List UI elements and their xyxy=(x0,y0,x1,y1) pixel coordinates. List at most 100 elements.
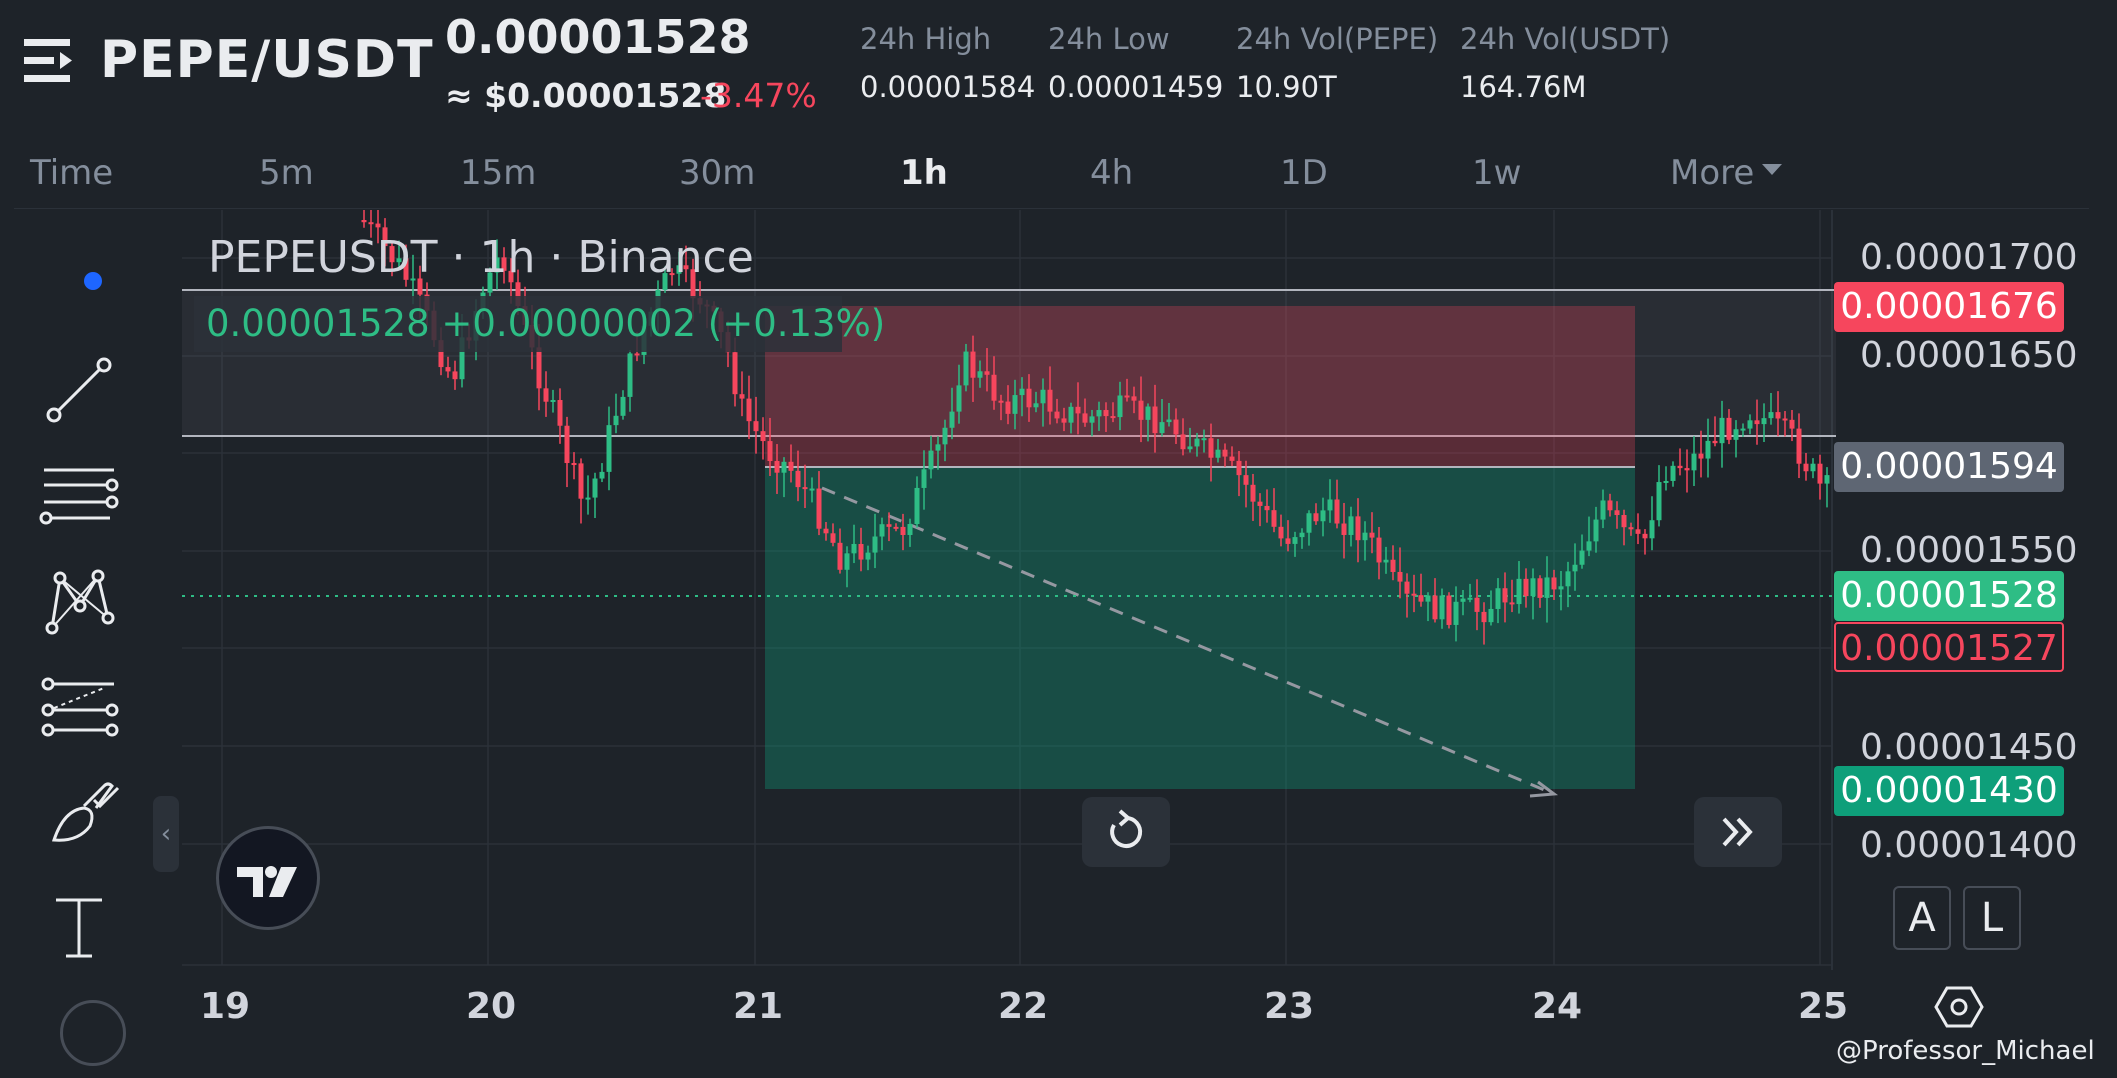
tab-4h[interactable]: 4h xyxy=(1090,153,1134,193)
candle-body xyxy=(1502,588,1508,603)
candle-body xyxy=(991,374,997,401)
candle-body xyxy=(1327,499,1333,511)
candle-body xyxy=(1089,416,1095,423)
candle-body xyxy=(1467,597,1473,600)
text-tool-icon[interactable] xyxy=(34,882,124,972)
candle-body xyxy=(1474,597,1480,612)
avatar[interactable] xyxy=(60,1000,126,1066)
candle-body xyxy=(886,524,892,527)
candle-body xyxy=(1782,418,1788,421)
candle-body xyxy=(942,427,948,445)
candle-body xyxy=(802,487,808,490)
tab-more-label: More xyxy=(1670,153,1755,193)
stat-24h-high: 24h High 0.00001584 xyxy=(860,22,1035,104)
collapse-toolbar-button[interactable]: ‹ xyxy=(153,796,179,872)
pattern-tool-icon[interactable] xyxy=(34,556,124,646)
candle-body xyxy=(445,367,451,372)
candle-body xyxy=(662,273,668,290)
candle-body xyxy=(865,552,871,560)
stat-label: 24h Low xyxy=(1048,22,1170,56)
candle-body xyxy=(1439,595,1445,620)
candle-body xyxy=(515,282,521,307)
price-label: 0.00001650 xyxy=(1860,335,2078,376)
candle-body xyxy=(1019,388,1025,396)
candle-body xyxy=(1684,468,1690,471)
tab-more[interactable]: More xyxy=(1670,153,1783,193)
candle-body xyxy=(1061,418,1067,423)
fib-retracement-icon[interactable] xyxy=(34,662,124,752)
divider xyxy=(14,208,2089,209)
horizontal-lines-icon[interactable] xyxy=(34,450,124,540)
tab-30m[interactable]: 30m xyxy=(679,153,756,193)
price-label: 0.00001700 xyxy=(1860,237,2078,278)
tradingview-logo[interactable] xyxy=(216,826,320,930)
tab-time[interactable]: Time xyxy=(30,153,114,193)
stat-value: 164.76M xyxy=(1460,70,1587,104)
candle-body xyxy=(564,425,570,464)
candle-body xyxy=(1040,389,1046,404)
candle-body xyxy=(1460,598,1466,602)
candle-body xyxy=(1705,440,1711,459)
candle-body xyxy=(1124,395,1130,398)
candle-body xyxy=(949,411,955,428)
tab-1d[interactable]: 1D xyxy=(1280,153,1328,193)
stat-label: 24h Vol(PEPE) xyxy=(1236,22,1439,56)
trading-pair-title[interactable]: PEPE/USDT xyxy=(100,30,434,90)
candle-body xyxy=(1362,532,1368,541)
auto-scale-button[interactable]: A xyxy=(1893,886,1951,950)
caret-down-icon xyxy=(1762,164,1783,175)
log-scale-button[interactable]: L xyxy=(1963,886,2021,950)
candle-body xyxy=(914,487,920,525)
candle-body xyxy=(956,385,962,412)
stop-price-tag: 0.00001676 xyxy=(1834,282,2064,332)
symbol-legend[interactable]: PEPEUSDT · 1h · Binance xyxy=(208,232,754,283)
candle-body xyxy=(858,543,864,560)
scroll-to-latest-button[interactable] xyxy=(1694,797,1782,867)
chart-grid xyxy=(182,210,1832,966)
stat-24h-vol-pepe: 24h Vol(PEPE) 10.90T xyxy=(1236,22,1438,104)
candle-body xyxy=(1005,401,1011,414)
candle-body xyxy=(1775,412,1781,419)
candle-body xyxy=(1180,434,1186,450)
tab-5m[interactable]: 5m xyxy=(259,153,314,193)
candle-body xyxy=(1250,484,1256,502)
usd-price: ≈ $0.00001528 xyxy=(445,76,727,115)
candle-body xyxy=(1817,463,1823,484)
candle-body xyxy=(851,543,857,554)
time-label: 25 xyxy=(1798,986,1849,1027)
trend-line-icon[interactable] xyxy=(34,345,124,435)
candle-body xyxy=(1341,523,1347,535)
tab-15m[interactable]: 15m xyxy=(460,153,537,193)
candle-body xyxy=(1642,533,1648,539)
tab-1w[interactable]: 1w xyxy=(1472,153,1522,193)
menu-icon[interactable] xyxy=(24,36,76,86)
candle-body xyxy=(1796,428,1802,464)
candle-body xyxy=(669,273,675,276)
current-price-tag: 0.00001528 xyxy=(1834,571,2064,621)
candle-body xyxy=(1824,475,1830,484)
candle-body xyxy=(1747,420,1753,429)
candle-body xyxy=(368,222,374,225)
candle-body xyxy=(879,524,885,537)
candle-body xyxy=(571,463,577,466)
reset-chart-button[interactable] xyxy=(1082,797,1170,867)
candle-body xyxy=(1558,586,1564,590)
double-chevron-right-icon xyxy=(1722,817,1753,847)
candle-body xyxy=(382,227,388,247)
candle-body xyxy=(935,444,941,451)
candle-body xyxy=(1453,601,1459,625)
cursor-tool-icon[interactable] xyxy=(84,272,102,290)
candle-body xyxy=(501,257,507,271)
candle-body xyxy=(375,223,381,228)
legend-values: 0.00001528 +0.00000002 (+0.13%) xyxy=(206,302,886,345)
settings-icon[interactable] xyxy=(1934,982,1984,1032)
candle-body xyxy=(907,524,913,535)
candle-body xyxy=(963,351,969,386)
candle-body xyxy=(508,270,514,283)
stat-label: 24h High xyxy=(860,22,992,56)
candle-body xyxy=(1068,406,1074,423)
tab-1h[interactable]: 1h xyxy=(900,153,948,193)
stat-label: 24h Vol(USDT) xyxy=(1460,22,1671,56)
candle-body xyxy=(1551,577,1557,590)
brush-icon[interactable] xyxy=(34,770,124,860)
